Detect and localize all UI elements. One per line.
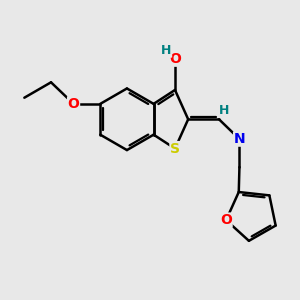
- Text: O: O: [68, 97, 80, 111]
- Text: O: O: [169, 52, 181, 66]
- Text: S: S: [170, 142, 180, 156]
- Text: H: H: [219, 104, 230, 117]
- Text: H: H: [161, 44, 172, 57]
- Text: N: N: [234, 132, 245, 146]
- Text: O: O: [220, 213, 232, 227]
